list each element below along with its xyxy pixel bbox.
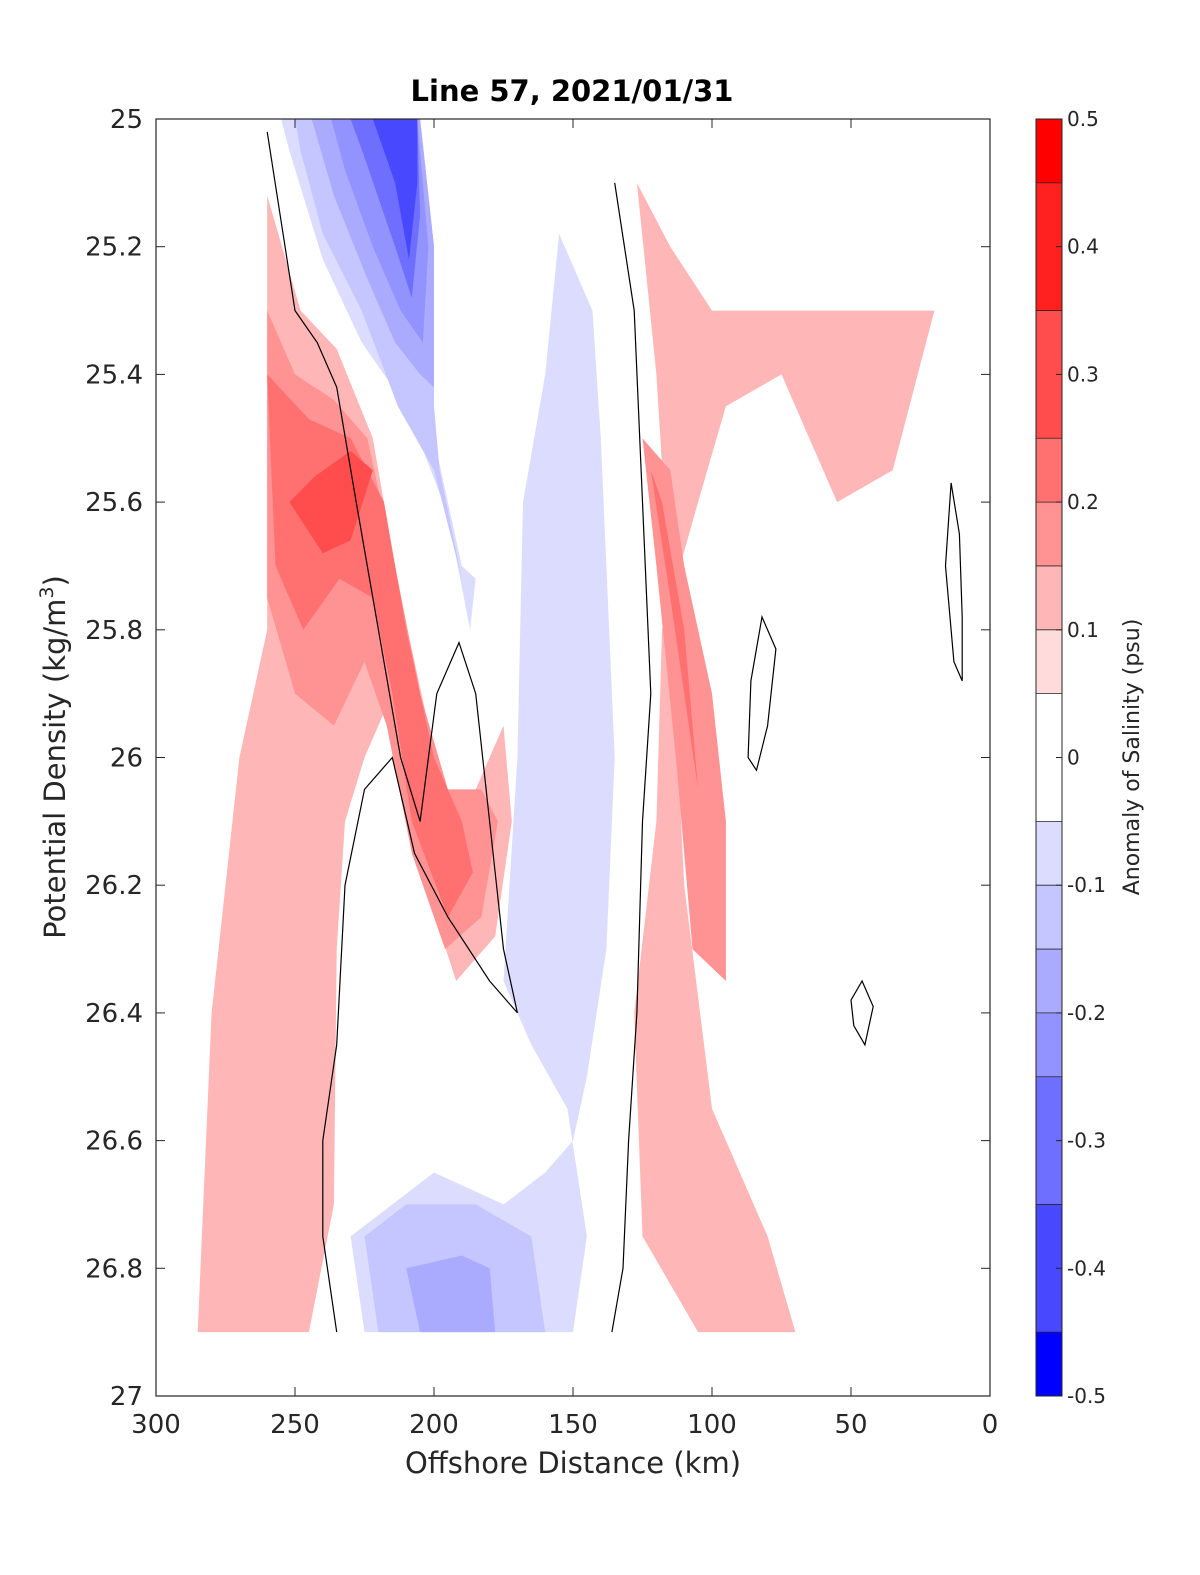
colorbar-swatch xyxy=(1036,119,1062,183)
chart-title: Line 57, 2021/01/31 xyxy=(411,74,734,108)
zero-contour-loop-2 xyxy=(850,979,874,1047)
region-low-salinity-tongue-core xyxy=(372,119,418,260)
y-tick-label: 26.8 xyxy=(85,1254,143,1284)
colorbar-tick-label: 0.3 xyxy=(1067,362,1099,386)
zero-contour-east xyxy=(611,182,652,1333)
colorbar-swatch xyxy=(1036,821,1062,886)
y-axis: 25 25.2 25.4 25.6 25.8 26 26.2 26.4 26.6 26.8 27 xyxy=(85,105,990,1412)
y-tick-label: 25.8 xyxy=(85,616,143,646)
x-tick-label: 0 xyxy=(982,1410,999,1440)
y-axis-label: Potential Density (kg/m3) xyxy=(36,575,72,939)
x-tick-label: 50 xyxy=(834,1410,867,1440)
y-tick-label: 25 xyxy=(110,105,143,135)
zero-contour-loop-3 xyxy=(944,482,963,682)
region-low-salinity-center xyxy=(350,233,615,1333)
contour-line-layer xyxy=(266,131,963,1333)
colorbar-tick-label: 0.2 xyxy=(1067,490,1099,514)
y-tick-label: 26.6 xyxy=(85,1127,143,1157)
colorbar: 0.5 0.4 0.3 0.2 0.1 0 -0.1 -0.2 -0.3 -0.4 -0.5 xyxy=(1035,107,1106,1408)
colorbar-tick-label: -0.1 xyxy=(1067,873,1106,897)
y-tick-label: 25.4 xyxy=(85,360,143,390)
region-high-salinity-east-2 xyxy=(642,438,726,981)
y-tick-label: 25.6 xyxy=(85,488,143,518)
x-tick-label: 150 xyxy=(548,1410,598,1440)
colorbar-swatch xyxy=(1036,885,1062,950)
colorbar-label: Anomaly of Salinity (psu) xyxy=(1120,619,1145,896)
colorbar-swatch xyxy=(1036,629,1062,694)
x-tick-label: 200 xyxy=(409,1410,459,1440)
x-tick-label: 100 xyxy=(687,1410,737,1440)
contour-fill-layer xyxy=(197,119,935,1333)
colorbar-tick-label: 0 xyxy=(1067,746,1080,770)
colorbar-tick-label: 0.5 xyxy=(1067,107,1099,131)
region-high-salinity-east xyxy=(634,182,935,1333)
x-axis-label: Offshore Distance (km) xyxy=(405,1446,741,1480)
colorbar-tick-label: -0.3 xyxy=(1067,1129,1106,1153)
colorbar-tick-label: 0.1 xyxy=(1067,618,1099,642)
colorbar-swatch xyxy=(1036,949,1062,1013)
region-low-salinity-bottom-core xyxy=(406,1255,496,1333)
y-tick-label: 25.2 xyxy=(85,233,143,263)
zero-contour-west xyxy=(266,131,518,1333)
colorbar-swatch xyxy=(1036,438,1062,503)
colorbar-tick-label: -0.4 xyxy=(1067,1256,1106,1280)
colorbar-tick-label: 0.4 xyxy=(1067,235,1099,259)
colorbar-swatch xyxy=(1036,1012,1062,1077)
y-tick-label: 27 xyxy=(110,1382,143,1412)
y-tick-label: 26.2 xyxy=(85,871,143,901)
x-axis: 300 250 200 150 100 50 0 xyxy=(131,119,998,1440)
colorbar-tick-label: -0.5 xyxy=(1067,1384,1106,1408)
y-tick-label: 26.4 xyxy=(85,999,143,1029)
colorbar-tick-label: -0.2 xyxy=(1067,1001,1106,1025)
x-tick-label: 300 xyxy=(131,1410,181,1440)
x-tick-label: 250 xyxy=(270,1410,320,1440)
colorbar-swatch xyxy=(1036,502,1062,566)
colorbar-swatch xyxy=(1036,565,1062,630)
zero-contour-loop-1 xyxy=(747,614,777,772)
colorbar-swatch xyxy=(1036,1332,1062,1396)
y-tick-label: 26 xyxy=(110,744,143,774)
